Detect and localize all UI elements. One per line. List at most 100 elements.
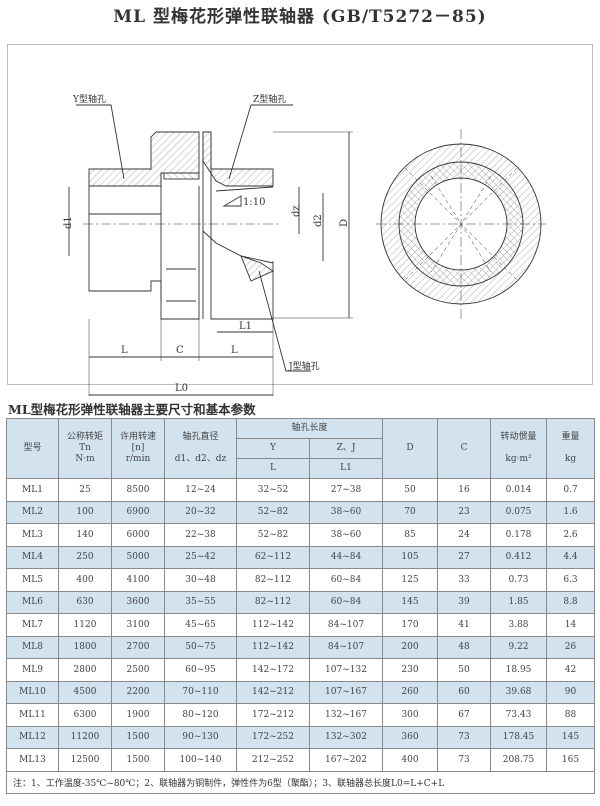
table-cell: 132~167 bbox=[308, 703, 384, 727]
table-cell: 142~172 bbox=[236, 658, 310, 682]
table-cell: 50~75 bbox=[164, 635, 237, 659]
table-cell: 11200 bbox=[58, 725, 112, 749]
table-cell: 172~212 bbox=[236, 703, 310, 727]
table-cell: 20~32 bbox=[164, 500, 237, 524]
table-row: ML8 1800 2700 50~75 112~142 84~107 200 48 9.22 26 bbox=[6, 635, 596, 659]
table-cell: 4100 bbox=[111, 568, 165, 592]
table-cell: 22~38 bbox=[164, 523, 237, 547]
table-cell: 8500 bbox=[111, 478, 165, 502]
table-cell: 0.412 bbox=[490, 545, 548, 569]
table-cell: 62~112 bbox=[236, 545, 310, 569]
table-row: ML6 630 3600 35~55 82~112 60~84 145 39 1.85 8.8 bbox=[6, 590, 596, 614]
table-cell: ML3 bbox=[6, 523, 59, 547]
table-cell: 170 bbox=[382, 613, 439, 637]
label-y-hole: Y型轴孔 bbox=[72, 93, 106, 105]
table-cell: 70~110 bbox=[164, 680, 237, 704]
table-cell: 12~24 bbox=[164, 478, 237, 502]
table-cell: 2200 bbox=[111, 680, 165, 704]
table-cell: 630 bbox=[58, 590, 112, 614]
table-cell: 300 bbox=[382, 703, 439, 727]
table-row: ML13 12500 1500 100~140 212~252 167~202 400 73 2… bbox=[6, 748, 596, 772]
table-cell: 212~252 bbox=[236, 748, 310, 772]
table-title: ML型梅花形弹性联轴器主要尺寸和基本参数 bbox=[8, 402, 256, 417]
drawing-labels: Y型轴孔 Z型轴孔 J型轴孔 1:10 d1 dz d2 D L1 L C L … bbox=[63, 93, 350, 394]
table-row: ML1 25 8500 12~24 32~52 27~38 50 16 0.014 0.7 bbox=[6, 478, 596, 502]
table-cell: ML11 bbox=[6, 703, 59, 727]
table-cell: 4.4 bbox=[546, 545, 596, 569]
label-d2: d2 bbox=[313, 214, 324, 227]
table-cell: 18.95 bbox=[490, 658, 548, 682]
table-cell: 0.73 bbox=[490, 568, 548, 592]
header-C: C bbox=[437, 418, 492, 479]
table-cell: 85 bbox=[382, 523, 439, 547]
table-cell: 12500 bbox=[58, 748, 112, 772]
table-cell: ML9 bbox=[6, 658, 59, 682]
table-cell: 1.6 bbox=[546, 500, 596, 524]
side-view bbox=[68, 104, 546, 396]
table-cell: 88 bbox=[546, 703, 596, 727]
table-row: ML12 11200 1500 90~130 172~252 132~302 360 73 17… bbox=[6, 725, 596, 749]
label-L-left: L bbox=[121, 345, 128, 356]
table-cell: 112~142 bbox=[236, 613, 310, 637]
table-cell: 230 bbox=[382, 658, 439, 682]
parameters-table: 型号 公称转矩 Tn N·m 许用转速 [n] r/min 轴孔直径 d1、d2、dz 轴… bbox=[5, 418, 596, 794]
table-cell: 67 bbox=[437, 703, 492, 727]
table-cell: 6300 bbox=[58, 703, 112, 727]
table-cell: 145 bbox=[546, 725, 596, 749]
label-L-right: L bbox=[231, 345, 238, 356]
table-cell: 107~167 bbox=[308, 680, 384, 704]
table-cell: 172~252 bbox=[236, 725, 310, 749]
coupling-drawing-svg: Y型轴孔 Z型轴孔 J型轴孔 1:10 d1 dz d2 D L1 L C L … bbox=[63, 93, 546, 396]
table-cell: 142~212 bbox=[236, 680, 310, 704]
label-L1: L1 bbox=[239, 321, 252, 332]
table-cell: ML1 bbox=[6, 478, 59, 502]
table-cell: 60~95 bbox=[164, 658, 237, 682]
table-cell: 2500 bbox=[111, 658, 165, 682]
table-cell: 35~55 bbox=[164, 590, 237, 614]
header-torque: 公称转矩 Tn N·m bbox=[58, 418, 112, 479]
table-cell: 5000 bbox=[111, 545, 165, 569]
table-cell: ML2 bbox=[6, 500, 59, 524]
table-cell: 48 bbox=[437, 635, 492, 659]
table-cell: 400 bbox=[58, 568, 112, 592]
header-weight: 重量 kg bbox=[546, 418, 596, 479]
table-cell: 25 bbox=[58, 478, 112, 502]
table-cell: 26 bbox=[546, 635, 596, 659]
table-cell: ML5 bbox=[6, 568, 59, 592]
table-cell: ML7 bbox=[6, 613, 59, 637]
table-cell: 0.7 bbox=[546, 478, 596, 502]
table-row: ML2 100 6900 20~32 52~82 38~60 70 23 0.075 1.6 bbox=[6, 500, 596, 524]
table-cell: 50 bbox=[382, 478, 439, 502]
table-row: ML10 4500 2200 70~110 142~212 107~167 260 60 39.… bbox=[6, 680, 596, 704]
table-cell: 38~60 bbox=[308, 523, 384, 547]
technical-drawing: Y型轴孔 Z型轴孔 J型轴孔 1:10 d1 dz d2 D L1 L C L … bbox=[7, 44, 593, 396]
table-note: 注：1、工作温度-35℃~80℃；2、联轴器为铜制件，弹性件为6型（聚酯）；3、… bbox=[5, 770, 596, 794]
table-cell: 0.014 bbox=[490, 478, 548, 502]
header-bore-length: 轴孔长度 bbox=[235, 418, 384, 439]
table-cell: 30~48 bbox=[164, 568, 237, 592]
table-cell: 25~42 bbox=[164, 545, 237, 569]
table-cell: 60~84 bbox=[308, 590, 384, 614]
table-cell: 42 bbox=[546, 658, 596, 682]
header-L1: L1 bbox=[308, 458, 384, 479]
label-z-hole: Z型轴孔 bbox=[253, 93, 286, 105]
header-bore: 轴孔直径 d1、d2、dz bbox=[164, 418, 237, 479]
table-cell: 16 bbox=[437, 478, 492, 502]
header-D: D bbox=[382, 418, 439, 479]
table-cell: 52~82 bbox=[236, 500, 310, 524]
table-row: ML9 2800 2500 60~95 142~172 107~132 230 50 18.95… bbox=[6, 658, 596, 682]
table-cell: 125 bbox=[382, 568, 439, 592]
table-cell: 39.68 bbox=[490, 680, 548, 704]
table-cell: 1120 bbox=[58, 613, 112, 637]
table-row: ML4 250 5000 25~42 62~112 44~84 105 27 0.412 4.4 bbox=[6, 545, 596, 569]
table-cell: 23 bbox=[437, 500, 492, 524]
table-cell: 24 bbox=[437, 523, 492, 547]
header-speed: 许用转速 [n] r/min bbox=[111, 418, 165, 479]
table-cell: 45~65 bbox=[164, 613, 237, 637]
table-cell: 90 bbox=[546, 680, 596, 704]
table-cell: 100~140 bbox=[164, 748, 237, 772]
table-cell: 14 bbox=[546, 613, 596, 637]
table-cell: 38~60 bbox=[308, 500, 384, 524]
table-cell: 73.43 bbox=[490, 703, 548, 727]
table-cell: 1800 bbox=[58, 635, 112, 659]
